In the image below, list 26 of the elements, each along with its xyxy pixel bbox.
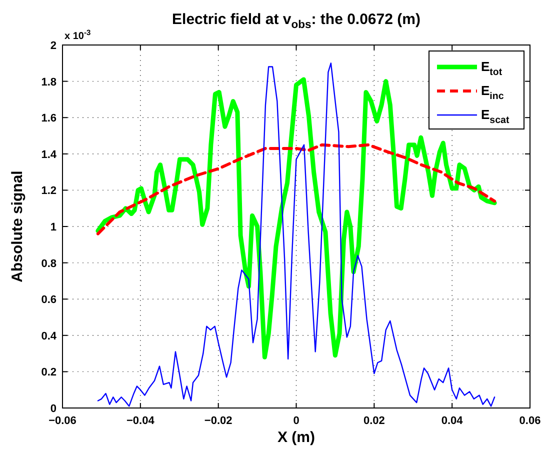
x-tick-label: −0.06	[48, 415, 76, 427]
y-tick-label: 1.6	[41, 112, 56, 125]
y-axis-title: Absolute signal	[9, 170, 26, 282]
y-tick-label: 2	[50, 40, 56, 52]
x-tick-label: −0.02	[204, 415, 232, 427]
text: x 10$^{-3}$	[64, 28, 91, 42]
line-series	[96, 143, 496, 236]
y-tick-label: 1.2	[41, 185, 56, 198]
chart-title: Electric field at v$_{obs}$: the 0.0672 (m)	[172, 11, 420, 31]
x-tick-label: 0	[293, 415, 300, 427]
x-tick-label: 0.04	[441, 415, 464, 427]
y-tick-label: 0.6	[41, 294, 56, 306]
y-tick-label: 0.4	[41, 330, 58, 342]
y-tick-label: 1.4	[41, 148, 58, 161]
x-axis-title: X (m)	[278, 429, 316, 446]
y-tick-label: 0.2	[41, 366, 56, 379]
legend-label: E$_{inc}$	[481, 83, 504, 102]
y-tick-label: 0	[50, 403, 56, 415]
y-tick-label: 1	[50, 222, 56, 234]
x-tick-label: 0.06	[519, 415, 541, 427]
y-tick-label: 1.8	[41, 76, 56, 88]
x-tick-label: −0.04	[126, 415, 156, 427]
y-tick-label: 0.8	[41, 258, 56, 270]
legend-label: E$_{scat}$	[481, 107, 510, 126]
legend-label: E$_{tot}$	[481, 59, 503, 78]
x-tick-label: 0.02	[363, 415, 385, 427]
